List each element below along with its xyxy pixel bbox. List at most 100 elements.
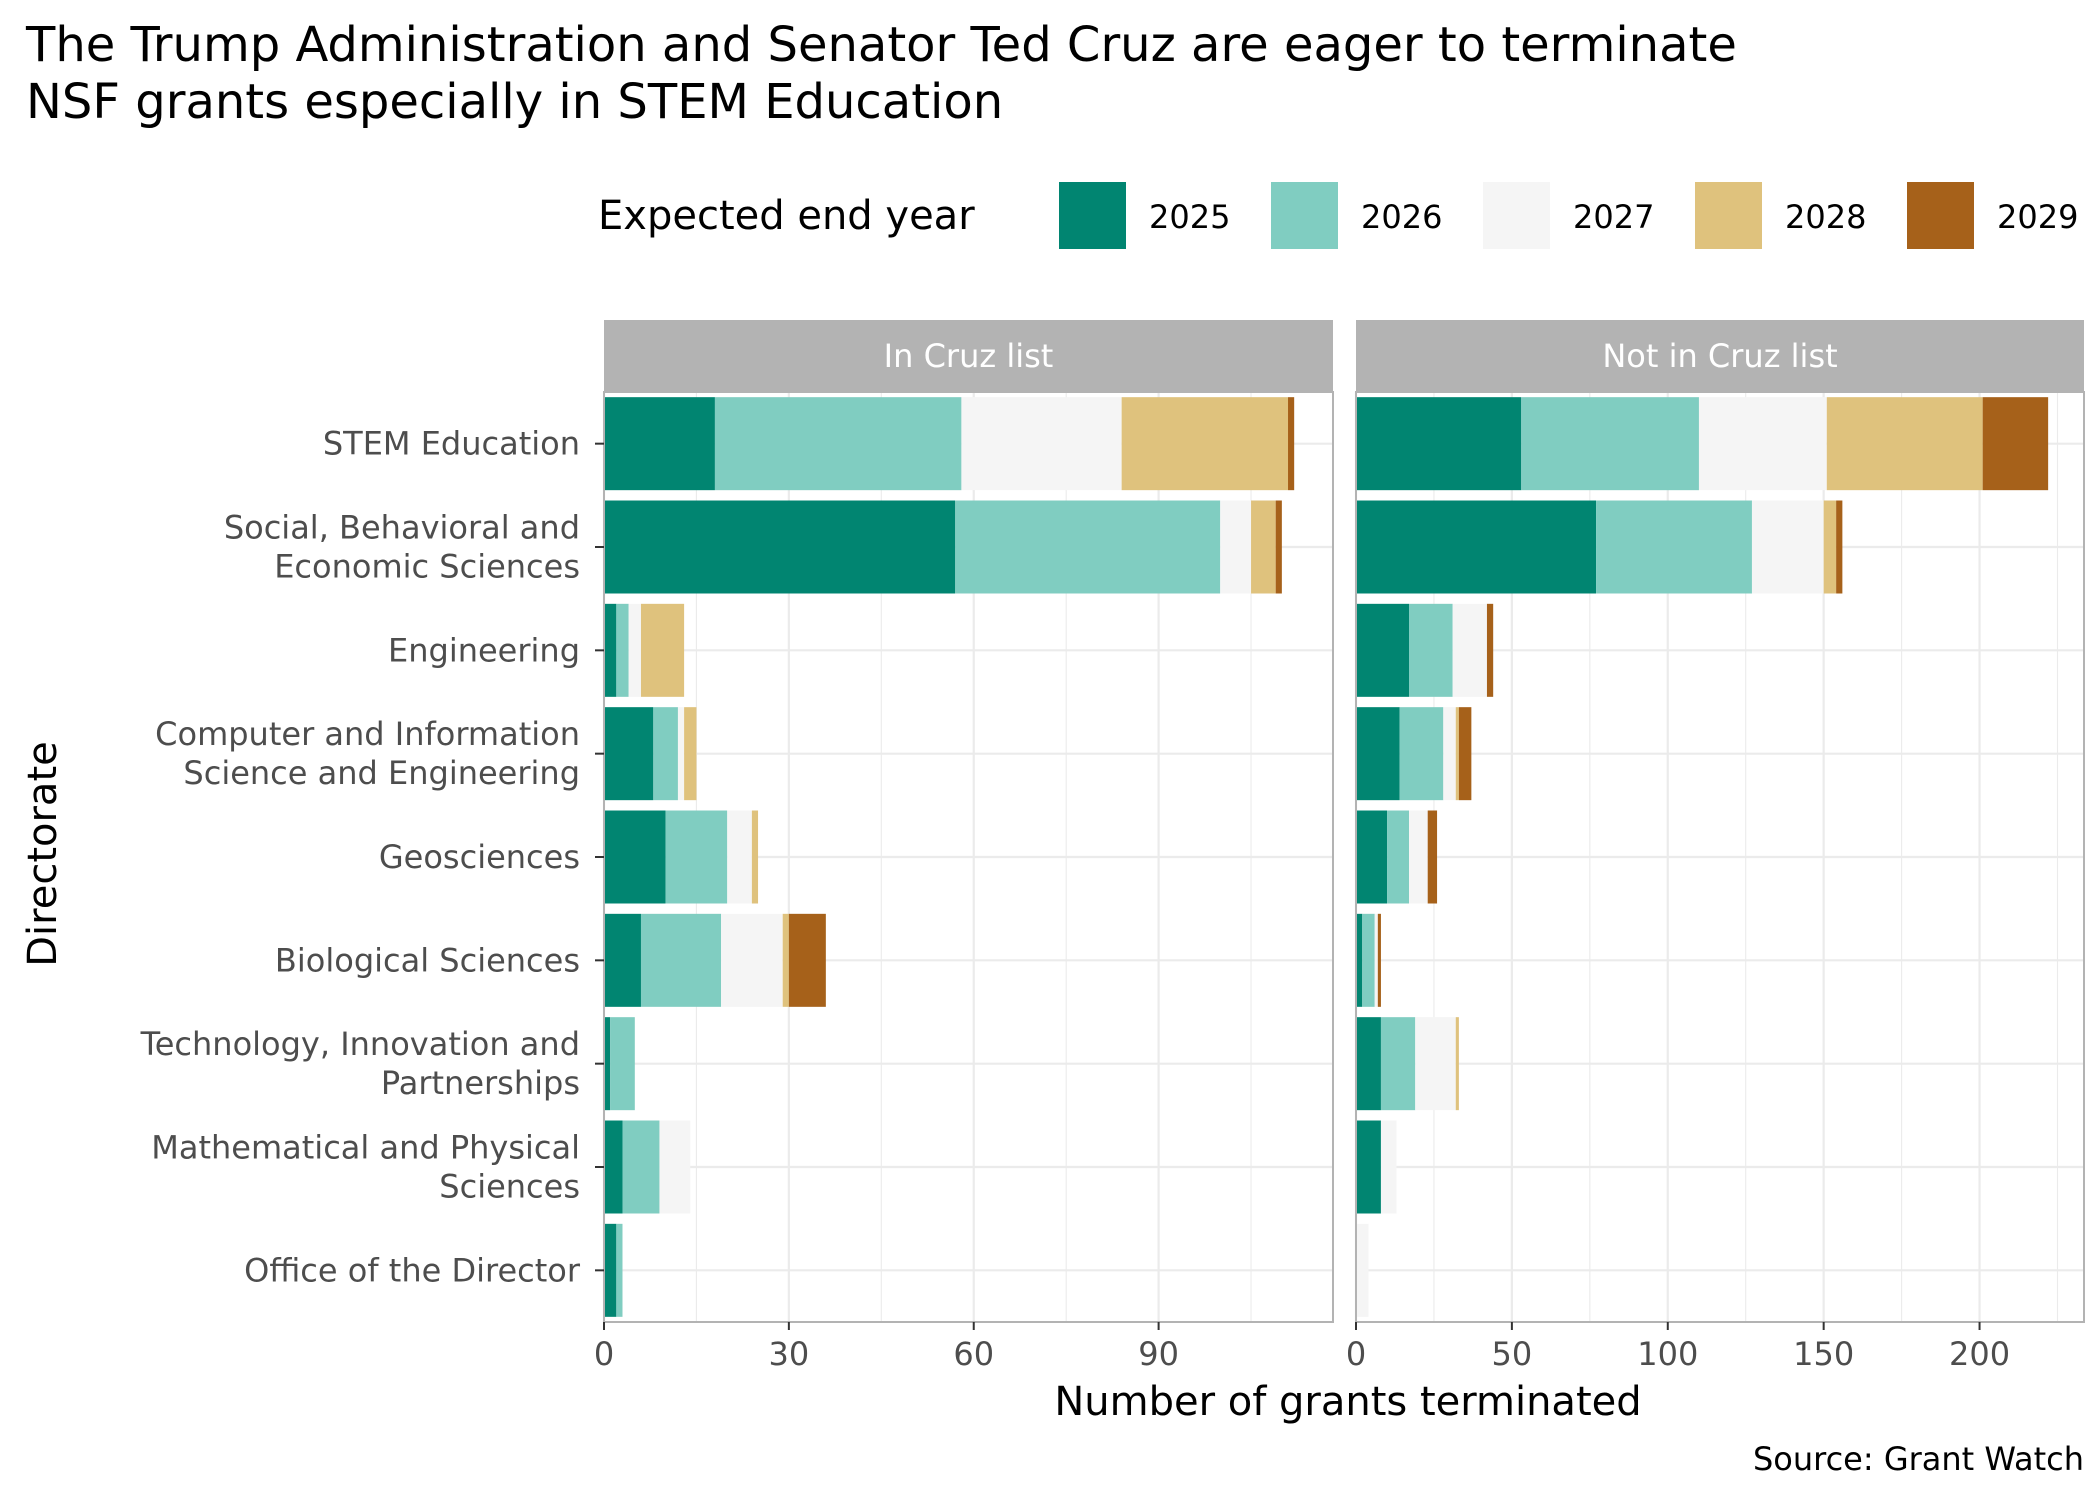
bar-2027: [1698, 397, 1827, 491]
panel-strip-label: Not in Cruz list: [1602, 337, 1837, 375]
legend-key-2029: [1907, 182, 1974, 249]
category-label-geosciences: Geosciences: [379, 838, 604, 876]
category-label-line: Social, Behavioral and: [224, 509, 580, 547]
legend-key-2027: [1483, 182, 1550, 249]
bar-2027: [677, 707, 685, 801]
bar-2025: [604, 500, 956, 594]
bar-2028: [1251, 500, 1276, 594]
bar-2028: [751, 810, 759, 904]
category-label-biological-sciences: Biological Sciences: [275, 941, 604, 979]
x-tick-label: 50: [1492, 1335, 1533, 1373]
panel-strip: [1356, 320, 2084, 392]
panel-in-cruz-list: In Cruz list 0 30 60 90: [594, 320, 1334, 1373]
legend-label-2029: 2029: [1997, 198, 2078, 236]
legend-title: Expected end year: [598, 193, 975, 239]
bar-2026: [1596, 500, 1752, 594]
bar-2029: [1288, 397, 1295, 491]
x-tick-label: 60: [953, 1335, 994, 1373]
category-label-line: Computer and Information: [155, 715, 580, 753]
bar-2029: [1486, 603, 1494, 697]
bar-2026: [653, 707, 678, 801]
panels: In Cruz list 0 30 60 90 Not in Cruz list 0 50 10…: [594, 320, 2085, 1373]
bar-2025: [1356, 810, 1388, 904]
x-tick-label: 200: [1949, 1335, 2010, 1373]
bar-2029: [1982, 397, 2049, 491]
bar-2027: [1751, 500, 1824, 594]
legend-label-2026: 2026: [1361, 198, 1442, 236]
x-tick-label: 90: [1138, 1335, 1179, 1373]
category-label-line: Engineering: [388, 631, 580, 669]
bar-2028: [684, 707, 697, 801]
chart-title-line-1: The Trump Administration and Senator Ted…: [25, 17, 1737, 73]
category-label-line: Partnerships: [381, 1064, 580, 1102]
bar-2026: [955, 500, 1221, 594]
x-axis-title: Number of grants terminated: [1054, 1379, 1641, 1425]
bar-2027: [1380, 1120, 1397, 1214]
panel-border: [1355, 391, 2085, 1323]
bar-2029: [1427, 810, 1438, 904]
legend-label-2025: 2025: [1149, 198, 1230, 236]
bar-2025: [1356, 1120, 1381, 1214]
legend: Expected end year 2025 2026 2027 2028 2029: [598, 182, 2078, 249]
bar-2025: [1356, 397, 1522, 491]
category-label-line: Economic Sciences: [274, 548, 580, 586]
bar-2025: [604, 1223, 617, 1317]
x-tick-label: 30: [769, 1335, 810, 1373]
bar-2025: [604, 1017, 611, 1111]
x-tick-label: 0: [594, 1335, 614, 1373]
bar-2027: [659, 1120, 691, 1214]
legend-key-2025: [1059, 182, 1126, 249]
bar-2028: [1455, 1017, 1459, 1111]
bar-2025: [604, 810, 666, 904]
bar-2029: [1377, 913, 1381, 1007]
legend-key-2028: [1695, 182, 1762, 249]
bar-2026: [665, 810, 728, 904]
chart-title-line-2: NSF grants especially in STEM Education: [26, 74, 1003, 130]
bar-2028: [640, 603, 685, 697]
category-label-office-of-the-director: Office of the Director: [244, 1251, 604, 1289]
bar-2027: [1374, 913, 1378, 1007]
category-label-stem-education: STEM Education: [323, 425, 604, 463]
bar-2027: [1415, 1017, 1456, 1111]
category-label-line: Office of the Director: [244, 1251, 581, 1289]
bar-2026: [1521, 397, 1699, 491]
bar-2027: [721, 913, 783, 1007]
bar-2029: [1275, 500, 1282, 594]
category-label-line: Sciences: [439, 1168, 580, 1206]
x-tick-label: 0: [1346, 1335, 1366, 1373]
bar-2027: [1443, 707, 1456, 801]
y-axis-title: Directorate: [20, 741, 66, 967]
bar-2026: [1387, 810, 1410, 904]
bar-2026: [610, 1017, 635, 1111]
bar-2026: [622, 1120, 660, 1214]
category-label-line: Mathematical and Physical: [151, 1129, 580, 1167]
bar-2025: [604, 603, 617, 697]
x-tick-label: 100: [1637, 1335, 1698, 1373]
bar-2025: [604, 397, 715, 491]
bar-2028: [1455, 707, 1459, 801]
bar-2026: [1399, 707, 1444, 801]
category-label-line: Biological Sciences: [275, 941, 580, 979]
panel-strip-label: In Cruz list: [884, 337, 1054, 375]
bar-2026: [640, 913, 722, 1007]
legend-key-2026: [1271, 182, 1338, 249]
bar-2028: [1823, 500, 1837, 594]
bar-2026: [1380, 1017, 1416, 1111]
bar-2027: [1452, 603, 1487, 697]
category-label-engineering: Engineering: [388, 631, 604, 669]
bar-2025: [1356, 913, 1363, 1007]
bar-2029: [788, 913, 826, 1007]
x-tick-label: 150: [1793, 1335, 1854, 1373]
bar-2025: [1356, 500, 1597, 594]
category-label-line: Geosciences: [379, 838, 580, 876]
bar-2028: [782, 913, 789, 1007]
caption: Source: Grant Watch: [1753, 1440, 2084, 1478]
bar-2027: [1409, 810, 1428, 904]
legend-label-2028: 2028: [1785, 198, 1866, 236]
bar-2026: [1362, 913, 1375, 1007]
